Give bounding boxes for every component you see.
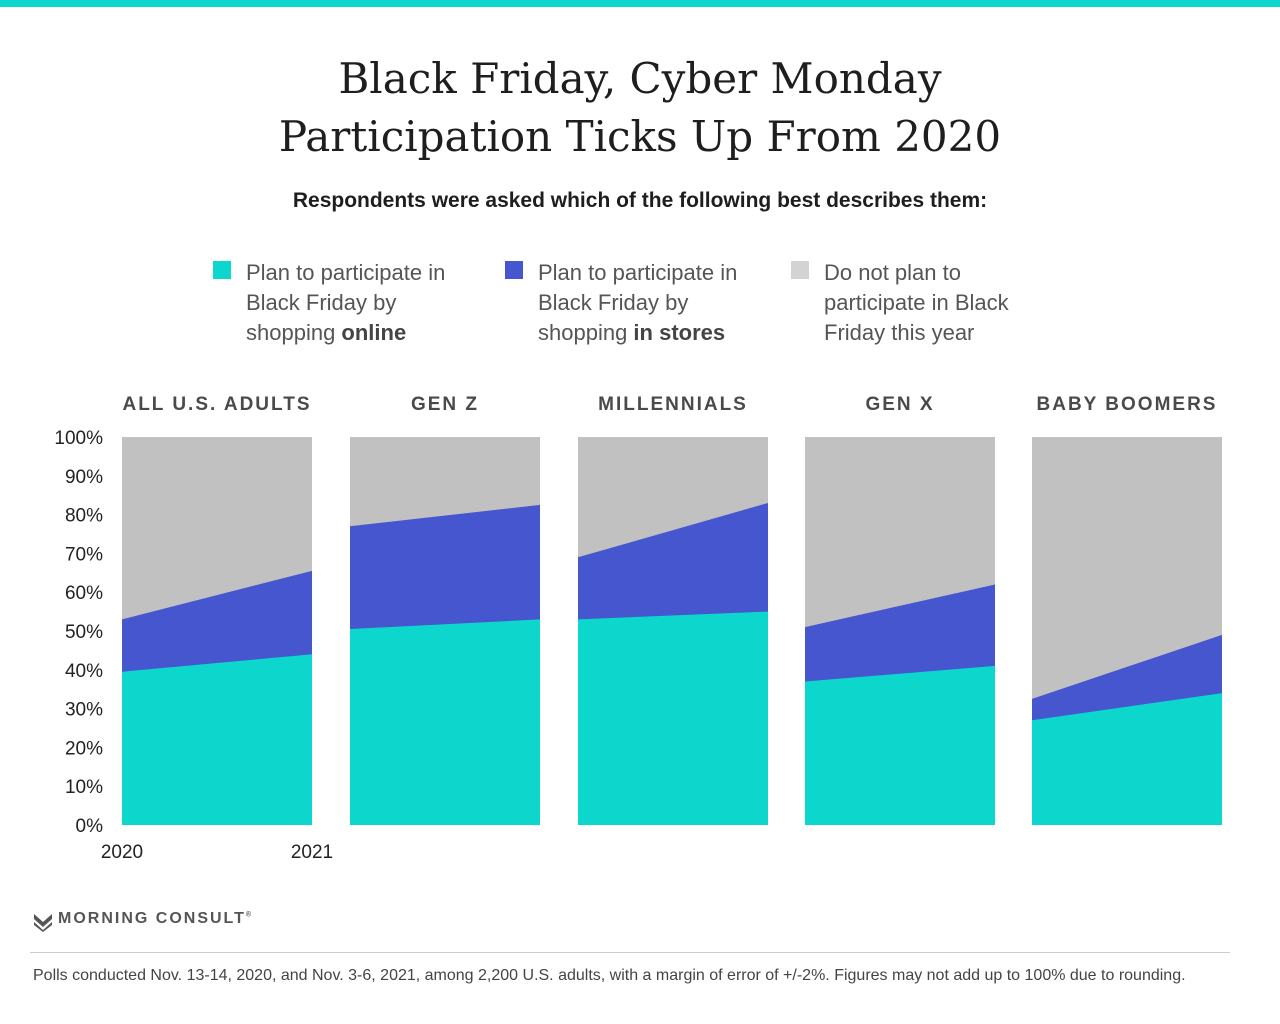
logo-text: MORNING CONSULT® — [58, 910, 251, 928]
legend-label-in-stores-bold: in stores — [633, 320, 726, 345]
legend-swatch-do-not — [791, 261, 809, 279]
panel-title-gen-x: GEN X — [865, 394, 934, 415]
area-online-gen-x — [805, 665, 995, 825]
y-tick-label: 70% — [65, 544, 103, 565]
logo-text-label: MORNING CONSULT — [58, 910, 246, 927]
area-online-all-u-s-adults — [122, 654, 312, 825]
footnote: Polls conducted Nov. 13-14, 2020, and No… — [33, 967, 1186, 984]
y-tick-label: 60% — [65, 583, 103, 604]
y-tick-label: 20% — [65, 738, 103, 759]
footer-divider — [30, 952, 1230, 953]
legend-label-do-not: Do not plan to participate in Black Frid… — [824, 258, 1039, 348]
x-tick-label: 2020 — [101, 842, 143, 863]
chart-title-line-1: Black Friday, Cyber Monday — [338, 54, 942, 103]
x-tick-label: 2021 — [291, 842, 333, 863]
y-tick-label: 0% — [76, 816, 104, 837]
legend-label-in-stores-text: Plan to participate in Black Friday by s… — [538, 260, 738, 345]
y-tick-label: 40% — [65, 661, 103, 682]
y-tick-label: 100% — [54, 428, 103, 449]
legend-swatch-in-stores — [505, 261, 523, 279]
legend-label-online-bold: online — [341, 320, 407, 345]
y-tick-label: 90% — [65, 467, 103, 488]
area-online-millennials — [578, 611, 768, 825]
panel-title-gen-z: GEN Z — [411, 394, 479, 415]
top-accent-bar — [0, 0, 1280, 7]
area-chart: 0% 10% 20% 30% 40% 50% 60% 70% 80% 90% 100% ALL U.S… — [54, 394, 1222, 863]
panel-title-all-u-s-adults: ALL U.S. ADULTS — [122, 394, 311, 415]
y-tick-label: 30% — [65, 700, 103, 721]
morning-consult-logo-icon — [34, 914, 52, 932]
chart-subtitle: Respondents were asked which of the foll… — [292, 189, 988, 212]
legend-label-in-stores: Plan to participate in Black Friday by s… — [538, 258, 768, 348]
panel-title-baby-boomers: BABY BOOMERS — [1037, 394, 1218, 415]
legend-label-do-not-text: Do not plan to participate in Black Frid… — [824, 260, 1009, 345]
y-tick-label: 50% — [65, 622, 103, 643]
chart-title-line-2: Participation Ticks Up From 2020 — [278, 112, 1002, 161]
chart-title: Black Friday, Cyber Monday Participation… — [0, 50, 1280, 166]
y-tick-label: 80% — [65, 506, 103, 527]
y-tick-label: 10% — [65, 777, 103, 798]
legend-swatch-online — [213, 261, 231, 279]
logo-registered-mark: ® — [245, 911, 252, 919]
area-online-baby-boomers — [1032, 693, 1222, 825]
legend-label-online: Plan to participate in Black Friday by s… — [246, 258, 476, 348]
area-online-gen-z — [350, 619, 540, 825]
legend-label-online-text: Plan to participate in Black Friday by s… — [246, 260, 446, 345]
panel-title-millennials: MILLENNIALS — [598, 394, 748, 415]
